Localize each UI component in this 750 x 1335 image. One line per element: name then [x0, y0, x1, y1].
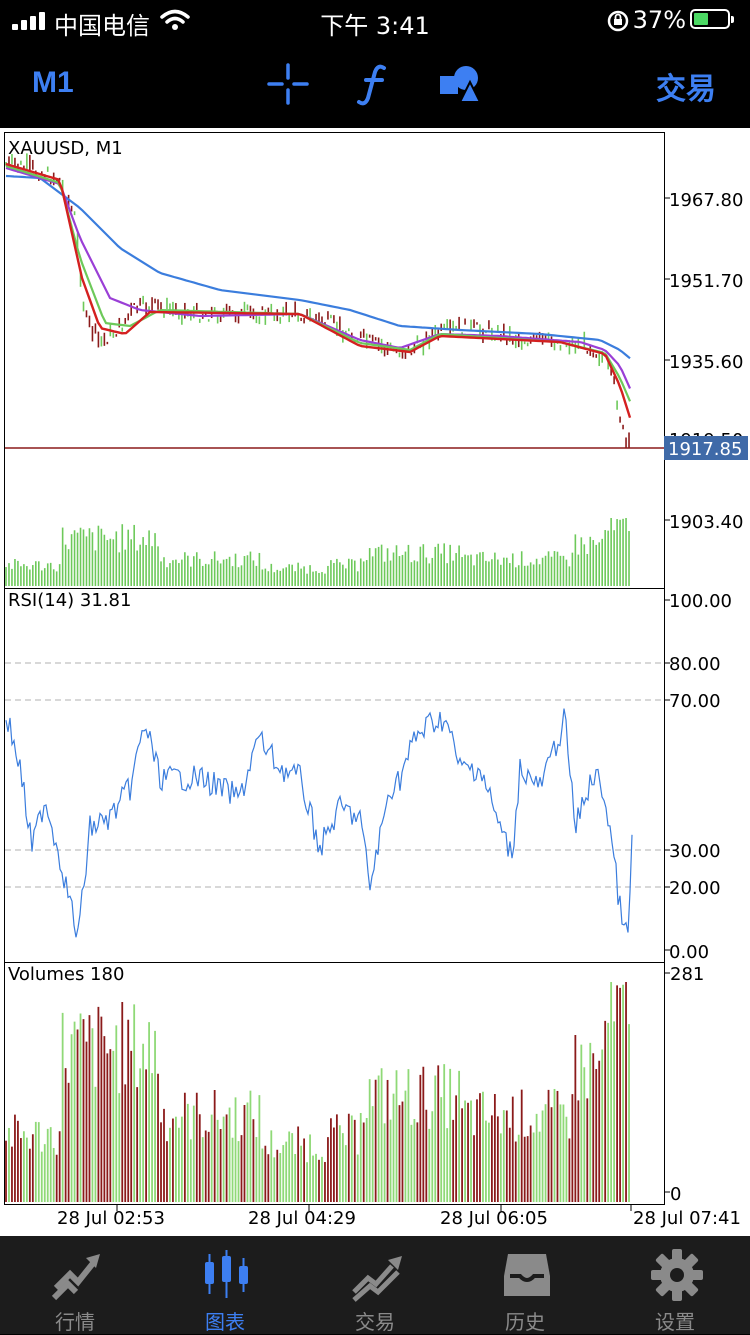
chart-toolbar: M1 交易	[0, 42, 750, 128]
settings-icon	[651, 1249, 703, 1301]
price-label-5: 1903.40	[669, 512, 743, 533]
trade-icon	[352, 1256, 402, 1302]
rsi-level-20: 20.00	[669, 878, 721, 899]
price-label-1: 1967.80	[669, 190, 743, 211]
signal-icon	[12, 12, 48, 30]
function-icon[interactable]	[354, 62, 394, 106]
time-label-1: 28 Jul 02:53	[57, 1208, 165, 1229]
rsi-level-70: 70.00	[669, 691, 721, 712]
tab-quotes[interactable]: 行情	[0, 1236, 150, 1334]
tab-label: 设置	[655, 1310, 695, 1334]
ma-red-line	[5, 162, 632, 419]
trade-button[interactable]: 交易	[656, 72, 716, 107]
status-bar: 中国电信 下午 3:41 37%	[0, 0, 750, 42]
tab-label: 历史	[505, 1310, 545, 1334]
quotes-icon	[51, 1254, 100, 1301]
ma-blue-line	[5, 174, 631, 360]
price-tag	[664, 436, 748, 460]
volume-bars	[5, 982, 630, 1202]
tab-settings[interactable]: 设置	[600, 1236, 750, 1334]
wifi-icon	[160, 9, 190, 30]
tab-trade[interactable]: 交易	[300, 1236, 450, 1334]
rotation-lock-icon	[607, 10, 629, 32]
clock: 下午 3:41	[320, 12, 430, 40]
rsi-line	[5, 708, 633, 938]
bottom-tab-bar: 行情 图表 交易 历史	[0, 1236, 750, 1334]
rsi-level-30: 30.00	[669, 841, 721, 862]
chart-area[interactable]: 1967.80 1951.70 1935.60 1919.50 1903.40 …	[0, 128, 750, 1236]
history-icon	[504, 1254, 550, 1296]
time-label-2: 28 Jul 04:29	[248, 1208, 356, 1229]
tab-label: 行情	[55, 1310, 95, 1334]
tab-chart[interactable]: 图表	[150, 1236, 300, 1334]
tab-history[interactable]: 历史	[450, 1236, 600, 1334]
battery-percent: 37%	[632, 6, 686, 34]
volume-scale-min: 0	[670, 1184, 681, 1205]
price-label-2: 1951.70	[669, 271, 743, 292]
chart-icon	[205, 1250, 248, 1298]
rsi-pane[interactable]	[4, 588, 665, 963]
tab-label: 交易	[355, 1310, 395, 1334]
price-pane[interactable]	[4, 132, 665, 589]
crosshair-icon[interactable]	[266, 62, 310, 106]
tab-label: 图表	[205, 1310, 245, 1334]
current-price-label: 1917.85	[668, 439, 742, 460]
timeframe-button[interactable]: M1	[32, 66, 74, 99]
price-label-3: 1935.60	[669, 352, 743, 373]
rsi-level-80: 80.00	[669, 654, 721, 675]
battery-icon	[690, 9, 734, 29]
carrier-name: 中国电信	[54, 12, 150, 40]
volume-scale-max: 281	[670, 964, 704, 985]
objects-icon[interactable]	[438, 62, 482, 106]
chart-canvas[interactable]: 1967.80 1951.70 1935.60 1919.50 1903.40 …	[0, 128, 750, 1236]
rsi-level-0: 0.00	[669, 942, 709, 963]
price-pane-volume-bars	[5, 518, 630, 586]
volumes-label: Volumes 180	[8, 964, 124, 985]
symbol-label: XAUUSD, M1	[8, 138, 123, 159]
rsi-label: RSI(14) 31.81	[8, 590, 131, 611]
time-label-4: 28 Jul 07:41	[633, 1208, 741, 1229]
time-label-3: 28 Jul 06:05	[440, 1208, 548, 1229]
rsi-level-100: 100.00	[669, 591, 732, 612]
